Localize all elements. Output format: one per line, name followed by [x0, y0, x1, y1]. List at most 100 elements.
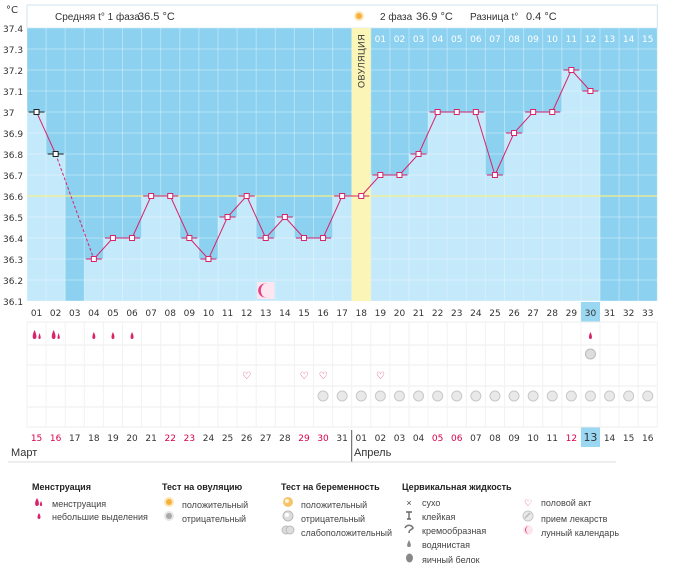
date-label: 20: [126, 434, 138, 444]
legend-ovtest-positive-label: положительный: [182, 500, 249, 510]
date-label: 10: [527, 434, 539, 444]
temp-bar: [523, 112, 543, 301]
temp-point: [453, 109, 460, 115]
spotting-icon: [588, 332, 592, 339]
menstruation-icon: [38, 333, 41, 339]
pill-icon: [374, 390, 386, 402]
pill-icon: [393, 390, 405, 402]
legend-ovtest-negative-label: отрицательный: [182, 514, 247, 524]
y-tick-label: 37.4: [3, 25, 23, 35]
ovulation-negative-icon: [162, 510, 176, 526]
legend-watery-label: водянистая: [422, 540, 471, 550]
month-label-march: Март: [11, 447, 38, 459]
top-date-label: 11: [566, 35, 577, 45]
pill-icon: [317, 390, 329, 402]
cycle-day-label: 23: [451, 309, 462, 319]
moon-icon: [258, 283, 268, 298]
temp-bar: [122, 238, 142, 301]
legend-preg-weak-label: слабоположительный: [301, 528, 393, 538]
menstruation-icon: [32, 330, 37, 339]
temp-bar: [27, 112, 47, 301]
cycle-day-label: 31: [604, 309, 615, 319]
date-label: 03: [394, 434, 405, 444]
y-tick-label: 37: [3, 109, 14, 119]
date-label: 16: [50, 434, 62, 444]
date-label: 14: [604, 434, 616, 444]
temp-bar: [485, 175, 505, 301]
cycle-day-label: 02: [50, 309, 61, 319]
temp-point: [148, 193, 155, 199]
cycle-day-label: 03: [69, 309, 80, 319]
date-label: 09: [508, 434, 520, 444]
date-label: 23: [184, 434, 195, 444]
date-label: 04: [413, 434, 425, 444]
temp-point: [549, 109, 556, 115]
cycle-day-label: 05: [107, 309, 118, 319]
temp-line-segment: [207, 216, 229, 260]
temp-point: [396, 172, 403, 178]
top-date-label: 04: [432, 35, 444, 45]
today-cell-top: [580, 302, 600, 322]
cycle-day-label: 25: [489, 309, 500, 319]
temp-bar: [237, 196, 257, 301]
legend-menstruation-title: Менструация: [32, 482, 91, 492]
legend-cervical-fluid: Цервикальная жидкость × сухо клейкая крем…: [402, 482, 512, 566]
temp-line-segment: [227, 195, 248, 218]
legend-menstruation-label: менструация: [52, 499, 107, 509]
temp-point: [511, 130, 518, 136]
temp-bar: [332, 196, 352, 301]
cycle-day-label: 20: [394, 309, 406, 319]
cycle-day-label: 32: [623, 309, 634, 319]
cycle-day-label: 24: [470, 309, 482, 319]
y-tick-label: 36.1: [3, 298, 23, 308]
temp-line-segment: [551, 69, 572, 113]
ovulation-positive-icon: [162, 496, 176, 512]
cycle-day-label: 06: [126, 309, 138, 319]
heart-icon: ♡: [523, 498, 533, 508]
temp-point: [224, 214, 231, 220]
temp-point: [243, 193, 250, 199]
top-date-label: 14: [623, 35, 635, 45]
temp-point: [281, 214, 288, 220]
cycle-day-label: 13: [260, 309, 271, 319]
cycle-day-label: 07: [145, 309, 156, 319]
cycle-day-label: 33: [642, 309, 653, 319]
pill-icon: [451, 390, 463, 402]
cycle-day-label: 11: [222, 309, 233, 319]
date-label: 15: [623, 434, 634, 444]
cycle-day-label: 09: [184, 309, 196, 319]
moon-icon: [521, 524, 535, 540]
date-label: 12: [566, 434, 577, 444]
heart-icon: ♡: [376, 371, 385, 382]
temp-bar: [141, 196, 161, 301]
temp-point: [52, 151, 59, 157]
pill-icon: [584, 390, 596, 402]
temp-point: [472, 109, 479, 115]
temp-bar: [160, 196, 180, 301]
legend-egg-white-label: яичный белок: [422, 555, 480, 565]
pill-icon: [413, 390, 425, 402]
temp-line-segment: [36, 111, 57, 155]
temp-line-segment: [131, 195, 152, 239]
spotting-icon: [111, 332, 115, 339]
legend-pregnancy-test: Тест на беременность положительный отриц…: [281, 482, 392, 538]
legend-intercourse-label: половой акт: [541, 498, 592, 508]
date-label: 08: [489, 434, 501, 444]
date-label: 22: [165, 434, 176, 444]
date-label: 29: [298, 434, 310, 444]
top-date-label: 01: [375, 35, 386, 45]
y-tick-label: 36.7: [3, 172, 23, 182]
y-tick-label: 36.3: [3, 256, 23, 266]
date-label: 16: [642, 434, 654, 444]
y-tick-label: 37.3: [3, 46, 23, 56]
date-label: 06: [451, 434, 463, 444]
temp-point: [530, 109, 537, 115]
cycle-day-label: 14: [279, 309, 291, 319]
egg-white-icon: [402, 552, 416, 567]
y-tick-label: 36.5: [3, 214, 23, 224]
temp-line-segment: [265, 216, 286, 239]
cycle-day-label: 12: [241, 309, 252, 319]
phase2-label: 2 фаза: [380, 11, 413, 23]
top-date-label: 15: [642, 35, 653, 45]
pill-icon: [565, 390, 577, 402]
